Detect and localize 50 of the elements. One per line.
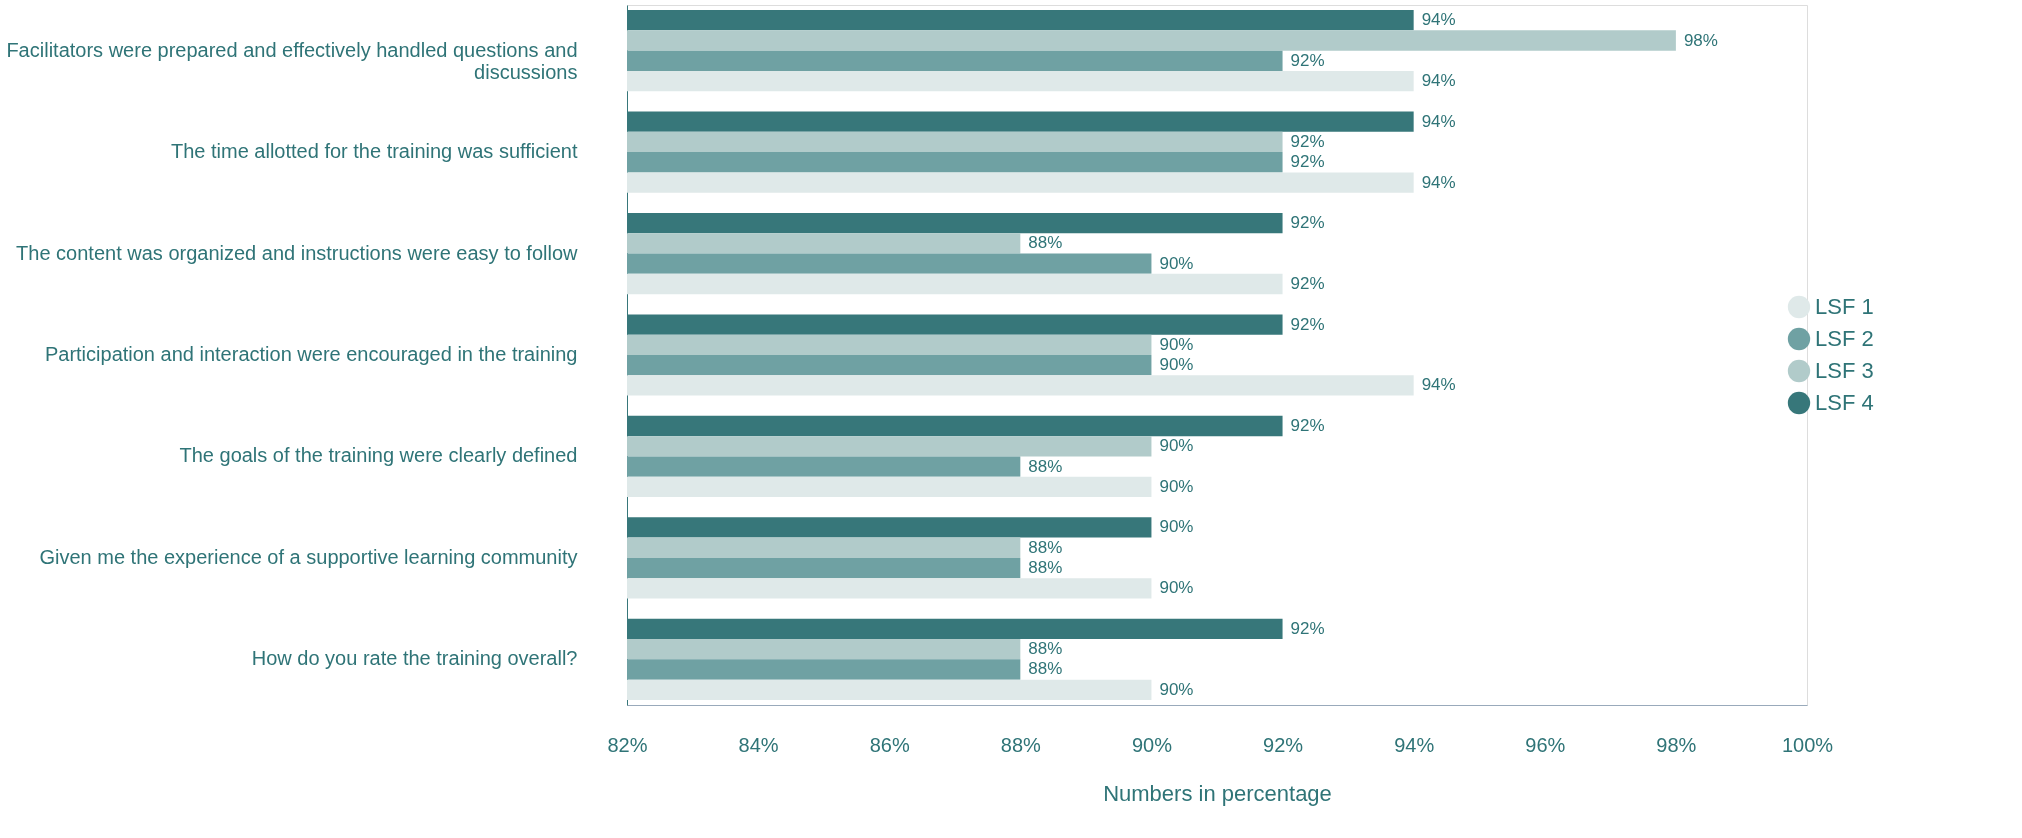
data-label: 94% — [1421, 10, 1456, 30]
data-label: 90% — [1159, 334, 1194, 354]
x-tick-label: 92% — [1263, 733, 1304, 756]
data-label: 94% — [1421, 111, 1456, 131]
y-tick-label: Participation and interaction were encouraged in the training — [44, 343, 578, 365]
x-tick-label: 82% — [607, 733, 648, 756]
y-tick-label: The content was organized and instructions were easy to follow — [16, 241, 579, 264]
data-label: 98% — [1683, 30, 1718, 50]
data-label: 88% — [1028, 537, 1063, 557]
data-label: 90% — [1159, 679, 1194, 699]
data-label: 94% — [1421, 375, 1456, 395]
legend-label: LSF 1 — [1815, 294, 1874, 319]
x-tick-label: 90% — [1131, 733, 1173, 756]
data-label: 92% — [1290, 416, 1325, 436]
data-label: 88% — [1028, 639, 1063, 659]
x-tick-label: 86% — [869, 733, 910, 756]
data-label: 92% — [1290, 314, 1325, 334]
x-tick-label: 94% — [1394, 733, 1435, 756]
data-label: 90% — [1159, 476, 1194, 496]
legend-label: LSF 3 — [1815, 358, 1874, 383]
data-label: 94% — [1421, 71, 1456, 91]
data-label: 88% — [1028, 233, 1063, 253]
data-label: 88% — [1028, 558, 1063, 578]
data-label: 90% — [1159, 517, 1194, 537]
legend-label: LSF 2 — [1815, 326, 1874, 351]
x-tick-label: 84% — [738, 733, 779, 756]
x-tick-label: 96% — [1525, 733, 1566, 756]
legend-label: LSF 4 — [1815, 390, 1874, 415]
data-label: 88% — [1028, 456, 1063, 476]
data-label: 92% — [1290, 131, 1325, 151]
data-label: 90% — [1159, 355, 1194, 375]
x-tick-label: 100% — [1781, 733, 1834, 756]
y-tick-label: The time allotted for the training was sufficient — [170, 140, 578, 163]
data-label: 92% — [1290, 152, 1325, 172]
data-label: 90% — [1159, 253, 1194, 273]
x-axis-title: Numbers in percentage — [1103, 780, 1332, 806]
data-label: 92% — [1290, 50, 1325, 70]
data-label: 92% — [1290, 213, 1325, 233]
y-tick-label: Facilitators were prepared and effectively handled questions and discussions — [6, 38, 578, 83]
data-label: 90% — [1159, 436, 1194, 456]
data-label: 90% — [1159, 578, 1194, 598]
x-tick-label: 88% — [1000, 733, 1042, 756]
x-tick-label: 98% — [1656, 733, 1697, 756]
data-label: 92% — [1290, 618, 1325, 638]
data-label: 92% — [1290, 273, 1325, 293]
y-tick-label: How do you rate the training overall? — [251, 647, 578, 670]
data-label: 88% — [1028, 659, 1063, 679]
y-tick-label: The goals of the training were clearly defined — [179, 444, 578, 467]
y-tick-label: Given me the experience of a supportive learning community — [39, 545, 578, 568]
data-label: 94% — [1421, 172, 1456, 192]
